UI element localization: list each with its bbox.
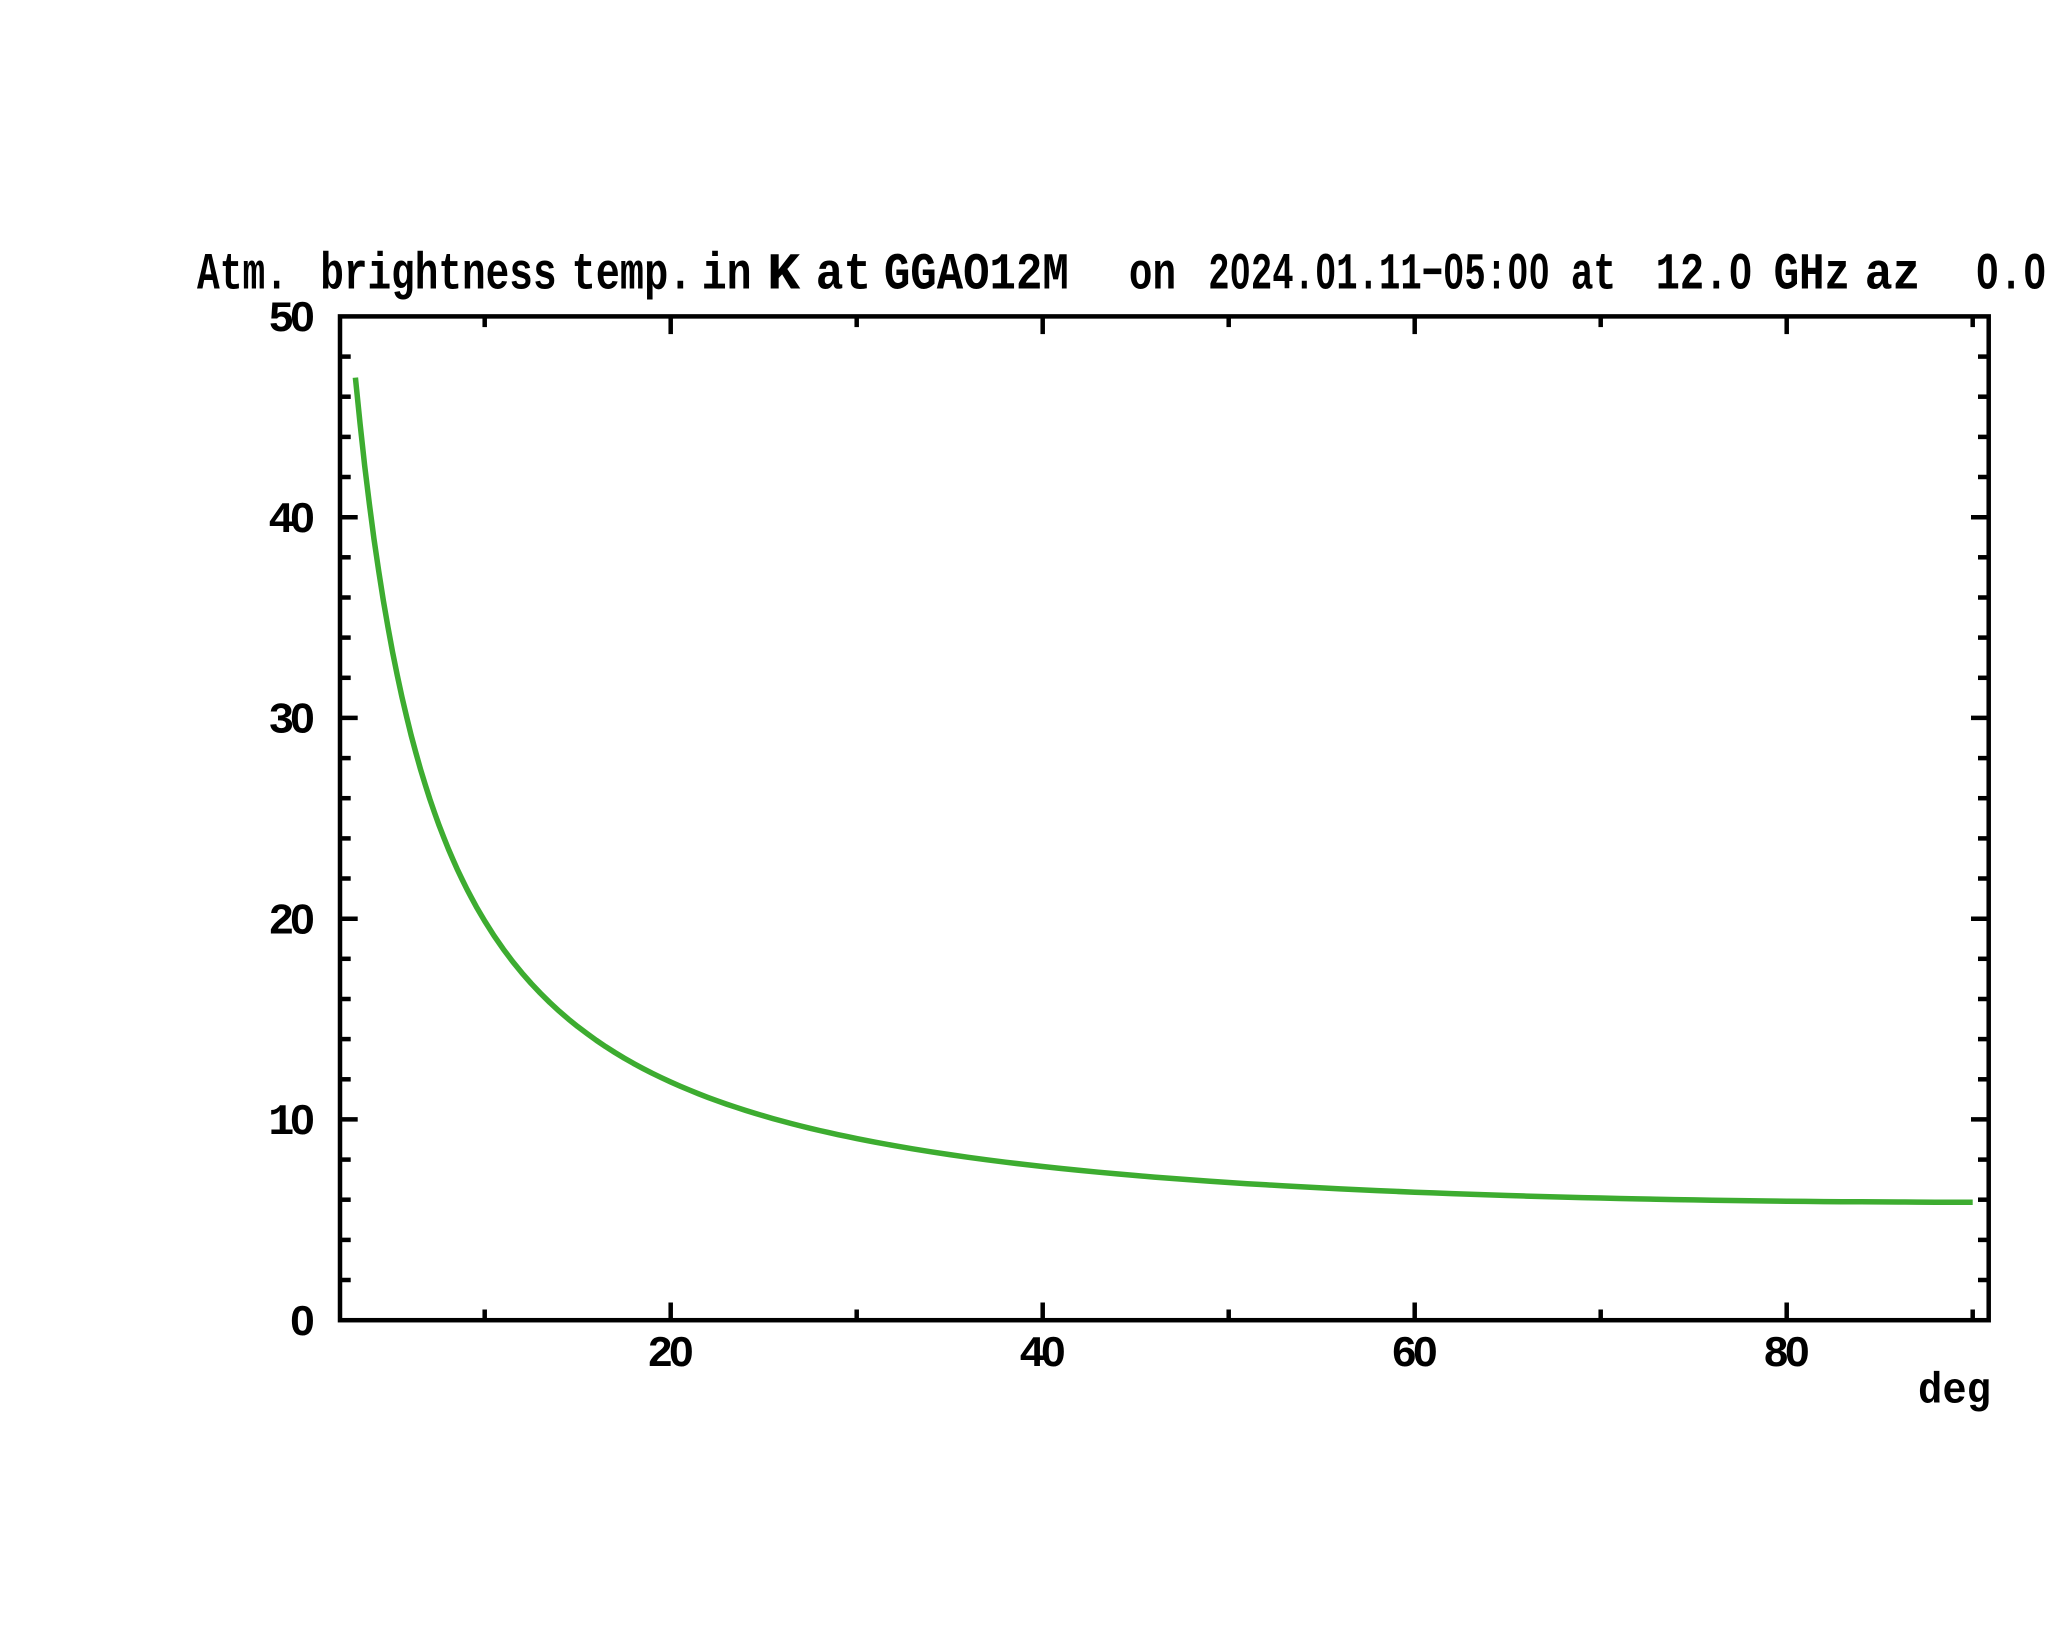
svg-text:2: 2 [268, 898, 294, 947]
svg-text:at: at [1571, 247, 1616, 305]
svg-text:5: 5 [268, 296, 294, 345]
svg-text:K: K [767, 247, 800, 305]
svg-text:4: 4 [1019, 1331, 1045, 1380]
svg-text:6: 6 [1391, 1331, 1417, 1380]
svg-text:GHz: GHz [1774, 247, 1850, 305]
svg-text:temp.: temp. [572, 247, 693, 305]
svg-text:1: 1 [268, 1099, 294, 1148]
svg-text:8: 8 [1763, 1331, 1789, 1380]
svg-text:deg: deg [1918, 1368, 1991, 1417]
svg-text:3: 3 [268, 698, 294, 747]
svg-text:at: at [816, 247, 871, 305]
svg-text:GGAO12M: GGAO12M [884, 247, 1069, 305]
svg-text:az: az [1865, 247, 1921, 305]
svg-text:on: on [1129, 247, 1176, 305]
svg-text:2024.01.11−05:00: 2024.01.11−05:00 [1208, 247, 1550, 305]
svg-text:4: 4 [268, 497, 294, 546]
svg-text:in: in [702, 247, 752, 305]
svg-text:12.0: 12.0 [1656, 247, 1753, 305]
svg-text:Atm.: Atm. [197, 247, 288, 305]
svg-text:brightness: brightness [320, 247, 556, 305]
svg-text:2: 2 [647, 1331, 673, 1380]
